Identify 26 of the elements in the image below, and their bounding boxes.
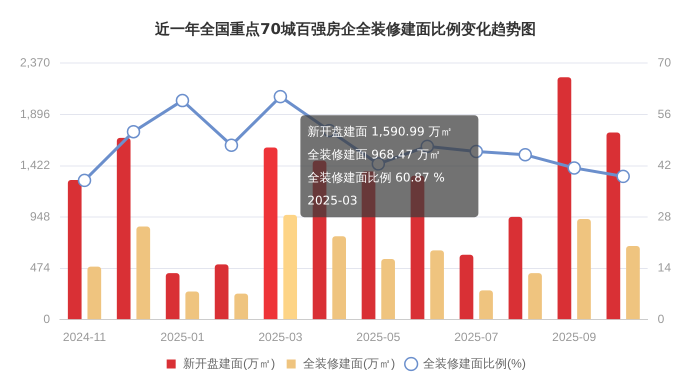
legend-label: 全装修建面比例(%) xyxy=(423,356,526,370)
y-tick-label: 474 xyxy=(30,260,50,275)
y2-tick-label: 70 xyxy=(658,56,672,70)
annotation: 2025-03 xyxy=(307,193,358,208)
chart-title: 近一年全国重点70城百强房企全装修建面比例变化趋势图 xyxy=(154,19,537,40)
y-tick-label: 0 xyxy=(43,312,50,326)
annotation: 新开盘建面 1,590.99 万㎡ xyxy=(307,124,452,138)
y-tick-label: 2,370 xyxy=(20,56,50,70)
y-tick-label: 1,422 xyxy=(20,158,50,172)
x-tick-label: 2025-01 xyxy=(160,330,205,344)
y2-tick-label: 0 xyxy=(658,312,665,326)
x-tick-label: 2025-07 xyxy=(454,330,499,344)
x-tick-label: 2025-03 xyxy=(258,330,303,344)
x-tick-label: 2025-09 xyxy=(552,330,597,344)
y-tick-label: 1,896 xyxy=(20,106,50,121)
x-tick-label: 2025-05 xyxy=(356,330,401,344)
x-tick-label: 2024-11 xyxy=(62,330,106,344)
annotation: 全装修建面 968.47 万㎡ xyxy=(307,147,442,162)
legend-label: 新开盘建面(万㎡) xyxy=(183,356,276,370)
legend-label: 全装修建面(万㎡) xyxy=(303,356,396,370)
y2-tick-label: 28 xyxy=(658,209,672,224)
y2-tick-label: 14 xyxy=(658,260,672,275)
annotation: 全装修建面比例 60.87 % xyxy=(307,170,445,184)
y2-tick-label: 56 xyxy=(658,106,672,121)
y2-tick-label: 42 xyxy=(658,158,672,172)
y-tick-label: 948 xyxy=(30,209,50,224)
